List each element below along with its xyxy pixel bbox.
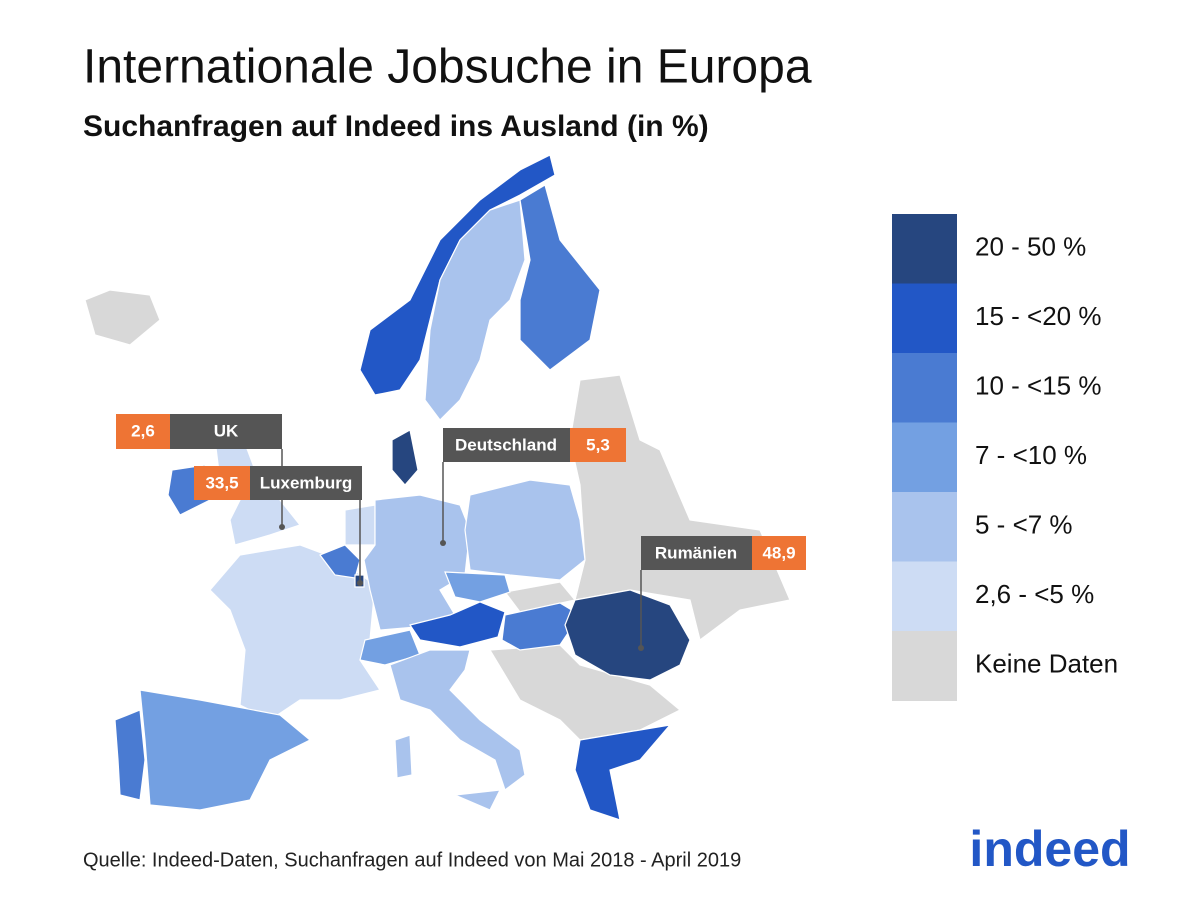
legend-swatch [892,561,957,632]
legend-swatch [892,353,957,423]
czechia [444,571,511,603]
legend-label: 20 - 50 % [975,232,1086,262]
greece [574,724,672,821]
callout-name-box [641,536,752,570]
poland [464,479,586,581]
sweden [424,199,526,421]
title: Internationale Jobsuche in Europa [83,41,812,94]
finland [519,184,601,371]
sardinia [394,734,413,779]
map [84,154,791,821]
legend: 20 - 50 % 15 - <20 % 10 - <15 % 7 - <10 % 5 … [892,214,1118,701]
germany [363,494,471,631]
spain [139,689,312,811]
subtitle: Suchanfragen auf Indeed ins Ausland (in … [83,110,709,143]
callout-value-box [752,536,806,570]
marker [638,645,644,651]
callout-name-box [443,428,570,462]
romania [564,589,691,681]
legend-label: 15 - <20 % [975,301,1101,331]
callout-name: UK [214,421,239,440]
legend-swatch [892,422,957,493]
callouts: 2,6 UK 33,5 Luxemburg Deutschland 5,3 Ru… [116,414,806,651]
legend-swatch [892,631,957,701]
callout-value-box [194,466,250,500]
marker [357,580,363,586]
belgium [319,544,361,579]
legend-label: 10 - <15 % [975,371,1101,401]
legend-swatch [892,283,957,354]
hungary [501,602,581,651]
legend-label: 5 - <7 % [975,510,1073,540]
callout-name: Deutschland [455,435,557,454]
legend-label: Keine Daten [975,649,1118,679]
callout-name-box [170,414,282,449]
callout-value: 5,3 [586,435,610,454]
callout-value-box [570,428,626,462]
sicily [452,789,502,811]
legend-swatch [892,214,957,284]
callout-name-box [250,466,362,500]
portugal [114,709,146,801]
callout-name: Rumänien [655,543,737,562]
callout-value: 33,5 [205,473,238,492]
marker [279,524,285,530]
callout-value: 48,9 [762,543,795,562]
legend-swatch [892,492,957,562]
marker [440,540,446,546]
legend-label: 2,6 - <5 % [975,579,1094,609]
logo: indeed [969,821,1130,877]
callout-value-box [116,414,170,449]
source: Quelle: Indeed-Daten, Suchanfragen auf I… [83,849,741,871]
legend-label: 7 - <10 % [975,440,1087,470]
denmark [391,429,419,486]
iceland [84,289,161,346]
callout-value: 2,6 [131,421,155,440]
callout-name: Luxemburg [260,473,353,492]
balkans [488,644,682,741]
austria [409,601,506,648]
italy [389,649,526,791]
